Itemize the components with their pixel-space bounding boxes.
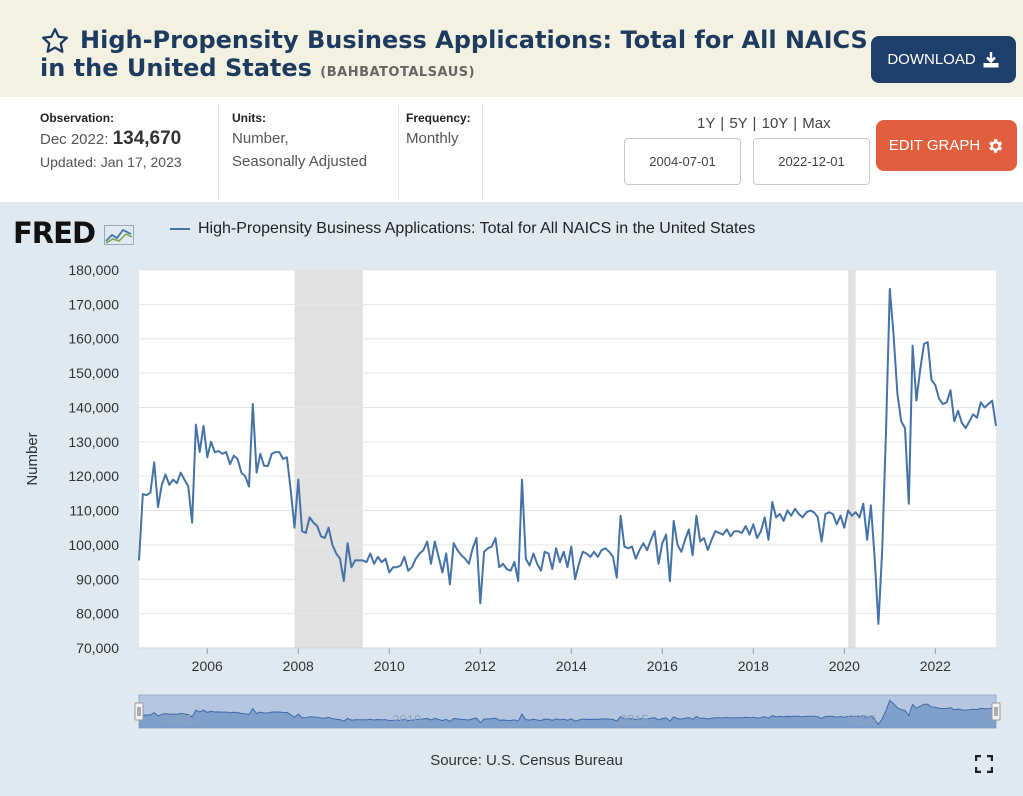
start-date-input[interactable]: 2004-07-01 [624,138,741,185]
fullscreen-icon[interactable] [975,755,993,773]
y-tick-label: 160,000 [68,331,119,347]
series-line [138,287,997,625]
navigator-label: 2005 [165,712,194,727]
edit-graph-label: EDIT GRAPH [888,137,981,154]
units-block: Units: Number, Seasonally Adjusted [232,111,367,173]
legend-swatch [170,228,190,230]
y-tick-label: 90,000 [76,571,119,587]
gear-icon [989,138,1003,153]
page-title: High-Propensity Business Applications: T… [40,26,870,87]
y-tick-label: 180,000 [68,262,119,278]
navigator-area [139,700,996,728]
x-tick-label: 2006 [192,658,223,674]
fred-logo: FRED [13,216,135,250]
frequency-label: Frequency: [406,111,471,125]
x-tick-label: 2016 [647,658,678,674]
y-tick-label: 110,000 [69,503,119,519]
legend[interactable]: High-Propensity Business Applications: T… [170,220,755,238]
series-id: (BAHBATOTALSAUS) [320,65,476,80]
range-10y[interactable]: 10Y [761,115,789,132]
range-1y[interactable]: 1Y [697,115,716,132]
x-tick-label: 2022 [920,658,951,674]
recession-shading [848,270,856,648]
frequency-value: Monthly [406,130,459,147]
x-tick-label: 2010 [374,658,405,674]
units-line1: Number, [232,130,289,147]
download-label: DOWNLOAD [887,51,976,68]
header: High-Propensity Business Applications: T… [0,0,1023,97]
plot-background [139,270,996,648]
range-selector: 1Y | 5Y | 10Y | Max [697,115,831,132]
observation-block: Observation: Dec 2022: 134,670 Updated: … [40,111,182,174]
legend-label: High-Propensity Business Applications: T… [198,220,756,237]
download-button[interactable]: DOWNLOAD [871,36,1016,83]
navigator-handle-left[interactable] [134,702,144,721]
x-tick-label: 2012 [465,658,496,674]
edit-graph-button[interactable]: EDIT GRAPH [876,120,1017,171]
chart-logo-icon [104,225,135,245]
x-tick-label: 2008 [283,658,314,674]
navigator-handle-right[interactable] [991,702,1001,721]
observation-label: Observation: [40,111,115,125]
navigator-label: 2020 [847,712,876,727]
navigator-label: 2010 [392,712,421,727]
recession-shading [294,270,363,648]
y-tick-label: 80,000 [76,606,119,622]
star-icon[interactable] [40,26,70,56]
y-tick-label: 120,000 [68,468,119,484]
source-note: Source: U.S. Census Bureau [430,752,623,769]
navigator-label: 2015 [620,712,649,727]
chart-area: FRED High-Propensity Business Applicatio… [0,202,1023,796]
x-tick-label: 2014 [556,658,587,674]
observation-value: 134,670 [112,128,182,149]
y-tick-label: 150,000 [68,365,119,381]
y-tick-label: 170,000 [68,296,119,312]
y-tick-label: 70,000 [76,640,119,656]
divider [398,105,399,200]
line-chart: 70,000 80,000 90,000 100,000 110,000 120,000 1… [24,262,1001,729]
y-axis-label: Number [24,432,41,485]
units-line2: Seasonally Adjusted [232,153,368,170]
updated-date: Updated: Jan 17, 2023 [40,154,182,170]
observation-date: Dec 2022: [40,131,109,148]
range-5y[interactable]: 5Y [729,115,748,132]
title-block: High-Propensity Business Applications: T… [40,26,870,87]
meta-row: Observation: Dec 2022: 134,670 Updated: … [0,97,1023,202]
end-date-input[interactable]: 2022-12-01 [753,138,870,185]
y-tick-label: 140,000 [68,399,119,415]
series-title: High-Propensity Business Applications: T… [40,26,868,82]
navigator-line [138,699,997,726]
y-tick-label: 100,000 [68,537,119,553]
divider [218,105,219,200]
x-tick-label: 2018 [738,658,769,674]
units-label: Units: [232,111,266,125]
y-tick-label: 130,000 [68,434,119,450]
x-tick-label: 2020 [829,658,860,674]
download-icon [983,51,999,67]
divider [482,105,483,200]
range-max[interactable]: Max [802,115,831,132]
frequency-block: Frequency: Monthly [406,111,471,150]
